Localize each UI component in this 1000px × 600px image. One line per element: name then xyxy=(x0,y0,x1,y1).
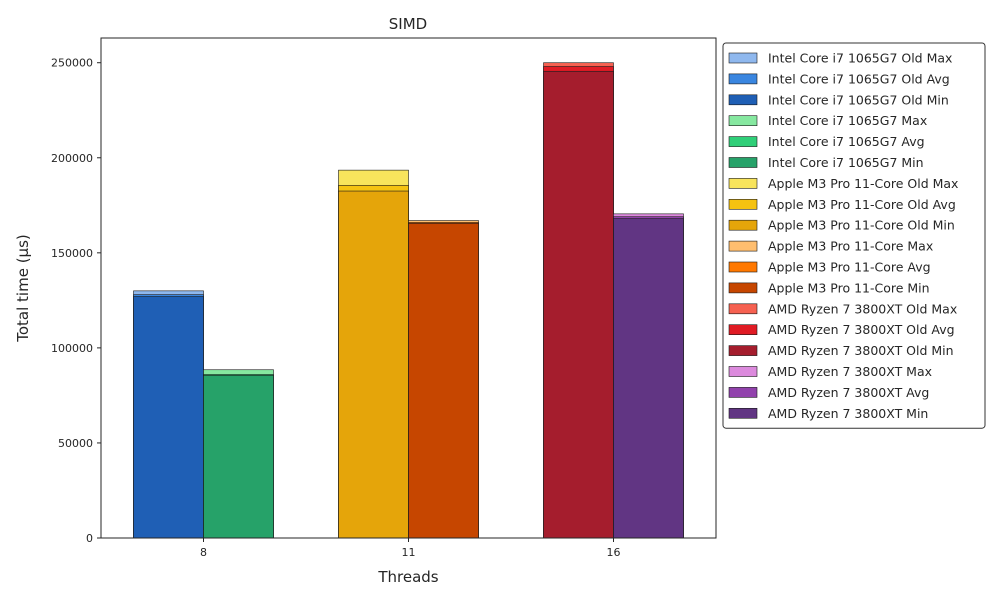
legend-swatch-apple-m3-pro-11-core-avg xyxy=(728,261,758,273)
y-tick-label: 150000 xyxy=(51,247,93,260)
legend-swatch-intel-core-i7-1065g7-avg xyxy=(728,136,758,147)
legend-label-amd-ryzen-7-3800xt-old-max: AMD Ryzen 7 3800XT Old Max xyxy=(768,301,957,316)
bar-apple-m3-pro-11-core-old-min xyxy=(338,190,409,539)
legend-box xyxy=(722,42,986,429)
legend-label-amd-ryzen-7-3800xt-max: AMD Ryzen 7 3800XT Max xyxy=(768,364,932,379)
legend-swatch-apple-m3-pro-11-core-old-max xyxy=(728,178,758,189)
bar-amd-ryzen-7-3800xt-old-min xyxy=(543,70,614,539)
legend-label-intel-core-i7-1065g7-min: Intel Core i7 1065G7 Min xyxy=(768,155,924,170)
legend-label-amd-ryzen-7-3800xt-old-min: AMD Ryzen 7 3800XT Old Min xyxy=(768,343,954,358)
chart-title: SIMD xyxy=(389,15,427,33)
legend-swatch-amd-ryzen-7-3800xt-min xyxy=(728,407,758,419)
legend-swatch-intel-core-i7-1065g7-old-max xyxy=(728,52,758,64)
y-tick-label: 50000 xyxy=(58,437,93,450)
legend-swatch-amd-ryzen-7-3800xt-old-max xyxy=(728,303,758,315)
legend-label-apple-m3-pro-11-core-max: Apple M3 Pro 11-Core Max xyxy=(768,239,933,254)
y-tick-label: 100000 xyxy=(51,342,93,355)
legend-swatch-amd-ryzen-7-3800xt-old-avg xyxy=(728,324,758,336)
legend-label-intel-core-i7-1065g7-old-min: Intel Core i7 1065G7 Old Min xyxy=(768,92,949,107)
legend-swatch-amd-ryzen-7-3800xt-old-min xyxy=(728,345,758,356)
legend-swatch-apple-m3-pro-11-core-old-avg xyxy=(728,199,758,210)
x-axis-label: Threads xyxy=(377,568,438,586)
bar-layer xyxy=(133,62,684,539)
bar-amd-ryzen-7-3800xt-min xyxy=(613,218,684,539)
legend-label-amd-ryzen-7-3800xt-avg: AMD Ryzen 7 3800XT Avg xyxy=(768,385,929,400)
legend-label-amd-ryzen-7-3800xt-old-avg: AMD Ryzen 7 3800XT Old Avg xyxy=(768,322,955,337)
legend-label-amd-ryzen-7-3800xt-min: AMD Ryzen 7 3800XT Min xyxy=(768,406,928,421)
x-tick-label: 8 xyxy=(200,546,207,559)
legend-label-intel-core-i7-1065g7-old-avg: Intel Core i7 1065G7 Old Avg xyxy=(768,71,950,86)
legend-label-intel-core-i7-1065g7-old-max: Intel Core i7 1065G7 Old Max xyxy=(768,51,952,66)
legend-swatch-apple-m3-pro-11-core-max xyxy=(728,240,758,252)
legend-label-apple-m3-pro-11-core-old-max: Apple M3 Pro 11-Core Old Max xyxy=(768,176,958,191)
legend-swatch-intel-core-i7-1065g7-max xyxy=(728,115,758,126)
legend-swatch-intel-core-i7-1065g7-old-avg xyxy=(728,73,758,85)
x-tick-label: 16 xyxy=(607,546,621,559)
legend-label-apple-m3-pro-11-core-avg: Apple M3 Pro 11-Core Avg xyxy=(768,260,931,275)
x-axis: 8 11 16 xyxy=(200,538,621,559)
legend-swatch-apple-m3-pro-11-core-min xyxy=(728,282,758,294)
legend-label-apple-m3-pro-11-core-old-min: Apple M3 Pro 11-Core Old Min xyxy=(768,218,955,233)
bar-intel-core-i7-1065g7-min xyxy=(203,375,274,539)
legend-label-intel-core-i7-1065g7-avg: Intel Core i7 1065G7 Avg xyxy=(768,134,925,149)
legend-swatch-intel-core-i7-1065g7-min xyxy=(728,157,758,168)
y-tick-label: 200000 xyxy=(51,152,93,165)
legend-label-apple-m3-pro-11-core-old-avg: Apple M3 Pro 11-Core Old Avg xyxy=(768,197,956,212)
bar-intel-core-i7-1065g7-old-min xyxy=(133,296,204,539)
y-tick-label: 0 xyxy=(86,532,93,545)
plot-frame xyxy=(100,37,717,539)
y-axis-label: Total time (µs) xyxy=(14,234,32,343)
x-tick-label: 11 xyxy=(402,546,416,559)
legend-swatch-apple-m3-pro-11-core-old-min xyxy=(728,219,758,231)
y-axis: 0 50000 100000 150000 200000 250000 xyxy=(51,57,101,545)
legend-swatch-intel-core-i7-1065g7-old-min xyxy=(728,94,758,106)
legend-label-apple-m3-pro-11-core-min: Apple M3 Pro 11-Core Min xyxy=(768,280,930,295)
legend-swatch-amd-ryzen-7-3800xt-max xyxy=(728,366,758,377)
legend-swatch-amd-ryzen-7-3800xt-avg xyxy=(728,387,758,398)
bar-apple-m3-pro-11-core-min xyxy=(408,223,479,539)
legend-label-intel-core-i7-1065g7-max: Intel Core i7 1065G7 Max xyxy=(768,113,927,128)
y-tick-label: 250000 xyxy=(51,57,93,70)
legend: Intel Core i7 1065G7 Old Max Intel Core i… xyxy=(722,42,986,429)
